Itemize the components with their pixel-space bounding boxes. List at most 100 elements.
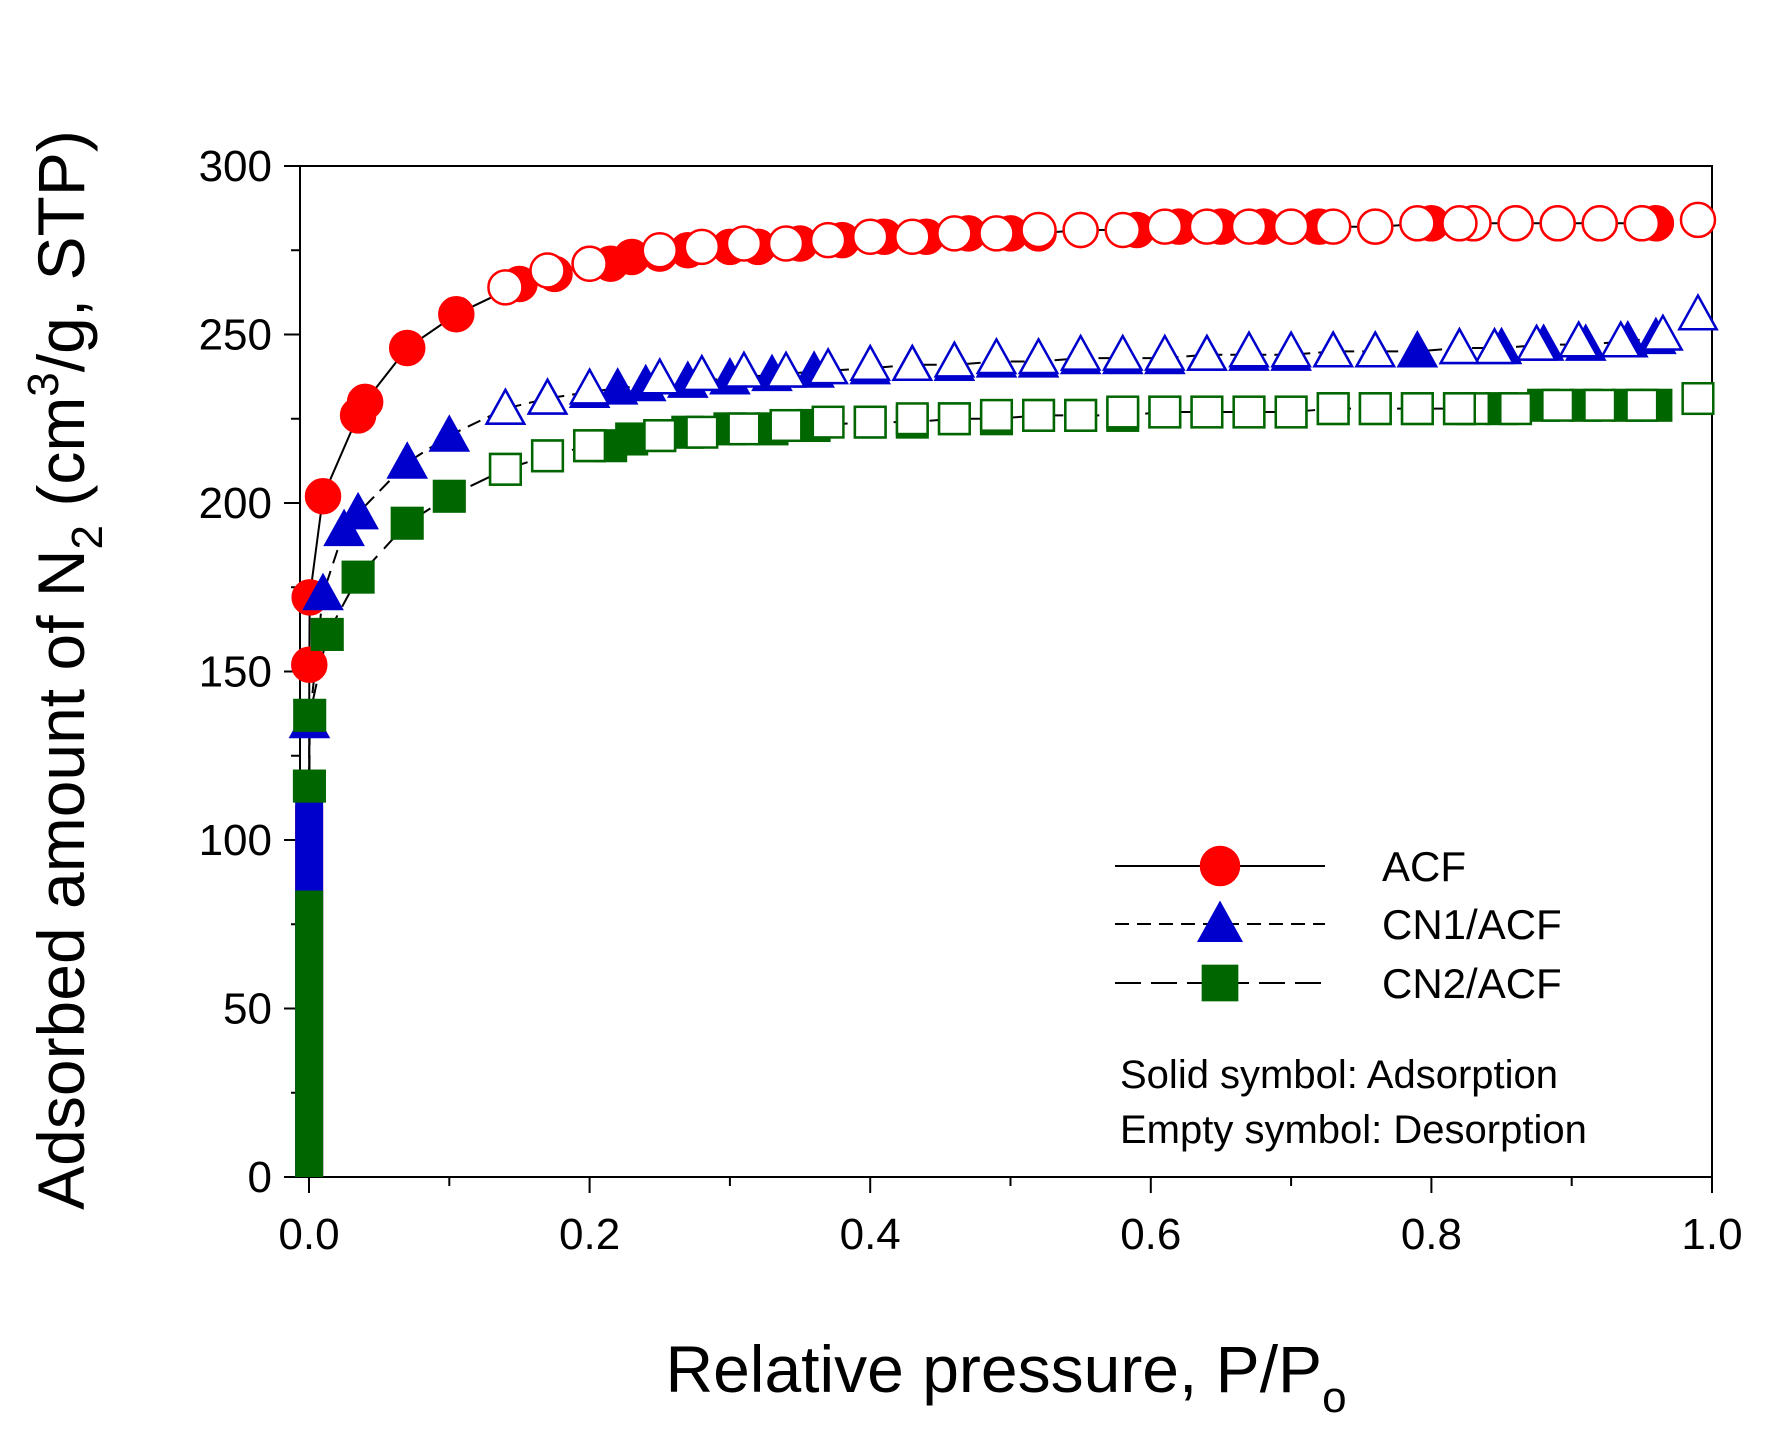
acf-desorption-point bbox=[1020, 211, 1057, 249]
cn1-acf-desorption-point bbox=[891, 343, 934, 382]
x-tick-label: 0.4 bbox=[840, 1210, 901, 1259]
acf-desorption-point bbox=[809, 221, 847, 259]
cn1-acf-desorption-point bbox=[526, 377, 569, 415]
cn2-acf-adsorption-point bbox=[292, 769, 326, 803]
cn2-acf-desorption-point bbox=[1274, 395, 1308, 429]
cn1-acf-desorption-point bbox=[1557, 319, 1600, 358]
y-tick-label: 200 bbox=[199, 479, 272, 528]
cn2-acf-desorption-point bbox=[1190, 395, 1224, 429]
cn1-acf-desorption-point bbox=[765, 350, 807, 388]
y-tick-label: 0 bbox=[248, 1153, 272, 1202]
cn2-acf-adsorption-point bbox=[432, 479, 466, 513]
acf-desorption-point bbox=[894, 218, 931, 256]
x-tick-label: 1.0 bbox=[1681, 1210, 1742, 1259]
cn1-acf-desorption-point bbox=[1438, 326, 1481, 365]
acf-desorption-point bbox=[767, 225, 805, 262]
cn2-acf-desorption-point bbox=[895, 402, 929, 436]
cn2-acf-desorption-point bbox=[1625, 388, 1659, 422]
acf-desorption-point bbox=[487, 269, 524, 306]
x-tick-label: 0.0 bbox=[278, 1210, 339, 1259]
acf-desorption-point bbox=[1679, 201, 1717, 239]
y-axis-label: Adsorbed amount of N2 (cm3/g, STP) bbox=[19, 130, 112, 1210]
cn1-acf-desorption-point bbox=[1642, 313, 1684, 351]
cn1-acf-adsorption-point bbox=[428, 414, 471, 452]
acf-desorption-point bbox=[978, 215, 1015, 252]
cn2-acf-adsorption-point bbox=[310, 617, 344, 651]
acf-desorption-point bbox=[936, 215, 973, 252]
cn2-acf-desorption-point bbox=[1148, 395, 1182, 429]
series-markers bbox=[288, 201, 1719, 1177]
cn2-acf-desorption-point bbox=[1499, 392, 1533, 426]
acf-adsorption-point bbox=[291, 646, 328, 684]
cn1-acf-desorption-point bbox=[1144, 333, 1186, 371]
cn1-acf-desorption-point bbox=[1017, 336, 1060, 375]
x-axis-ticks: 0.0 0.2 0.4 0.6 0.8 1.0 bbox=[278, 1177, 1743, 1259]
cn2-acf-low-pressure-markers bbox=[295, 890, 324, 1177]
legend-marker-acf bbox=[1199, 845, 1241, 887]
cn2-acf-desorption-point bbox=[1681, 381, 1715, 416]
y-tick-label: 250 bbox=[199, 311, 272, 360]
cn1-acf-desorption-point bbox=[1515, 323, 1558, 361]
acf-desorption-point bbox=[1146, 208, 1184, 245]
acf-adsorption-point bbox=[388, 329, 426, 367]
x-axis-label: Relative pressure, P/Po bbox=[665, 1332, 1346, 1422]
cn2-acf-desorption-point bbox=[685, 415, 719, 449]
acf-desorption-point bbox=[571, 245, 608, 282]
acf-desorption-point bbox=[641, 232, 678, 269]
acf-desorption-point bbox=[683, 228, 721, 266]
cn1-acf-desorption-point bbox=[807, 346, 849, 385]
legend-marker-cn2-acf bbox=[1201, 964, 1239, 1002]
symbol-note: Solid symbol: Adsorption Empty symbol: D… bbox=[1120, 1053, 1587, 1152]
cn1-acf-desorption-point bbox=[484, 387, 527, 425]
cn2-acf-desorption-point bbox=[937, 402, 971, 436]
cn1-acf-desorption-point bbox=[1473, 326, 1516, 365]
plot-frame bbox=[299, 165, 1713, 1178]
note-adsorption: Solid symbol: Adsorption bbox=[1120, 1053, 1558, 1097]
cn1-acf-desorption-point bbox=[568, 367, 611, 405]
cn2-acf-desorption-point bbox=[1064, 398, 1098, 432]
cn1-acf-desorption-point bbox=[638, 357, 681, 395]
acf-desorption-point bbox=[851, 218, 889, 256]
acf-desorption-point bbox=[1314, 208, 1352, 245]
legend-marker-cn1-acf bbox=[1196, 900, 1244, 942]
cn1-acf-desorption-point bbox=[933, 340, 976, 378]
y-tick-label: 100 bbox=[199, 816, 272, 865]
cn1-acf-desorption-point bbox=[681, 353, 723, 392]
cn2-acf-desorption-point bbox=[1541, 388, 1575, 422]
y-tick-label: 50 bbox=[223, 985, 272, 1034]
cn2-acf-desorption-point bbox=[727, 412, 761, 446]
acf-adsorption-point bbox=[304, 478, 342, 515]
cn2-acf-desorption-point bbox=[643, 419, 677, 453]
plot-area bbox=[299, 165, 1713, 1178]
cn1-acf-desorption-point bbox=[1186, 333, 1228, 371]
cn1-acf-adsorption-point bbox=[1396, 330, 1439, 368]
cn1-acf-desorption-point bbox=[1101, 333, 1144, 371]
cn2-acf-adsorption-point bbox=[615, 422, 649, 456]
acf-desorption-point bbox=[1539, 205, 1576, 242]
y-tick-label: 150 bbox=[199, 648, 272, 697]
acf-desorption-point bbox=[1623, 205, 1661, 242]
cn1-acf-desorption-point bbox=[1059, 333, 1102, 371]
cn2-acf-desorption-point bbox=[979, 398, 1014, 432]
acf-desorption-point bbox=[1399, 205, 1436, 242]
x-tick-label: 0.2 bbox=[559, 1210, 620, 1259]
acf-desorption-point bbox=[1272, 208, 1310, 245]
cn2-acf-desorption-point bbox=[1316, 392, 1350, 426]
x-tick-label: 0.8 bbox=[1401, 1210, 1462, 1259]
legend-label-acf: ACF bbox=[1382, 843, 1466, 890]
cn2-acf-adsorption-point bbox=[293, 698, 327, 732]
cn2-acf-desorption-point bbox=[1106, 395, 1140, 429]
cn1-acf-adsorption-point bbox=[386, 441, 429, 479]
cn2-acf-desorption-point bbox=[769, 408, 803, 443]
cn1-acf-desorption-point bbox=[1599, 319, 1642, 358]
cn1-acf-desorption-point bbox=[1354, 330, 1397, 368]
acf-desorption-point bbox=[1357, 208, 1394, 245]
acf-desorption-point bbox=[1441, 205, 1478, 242]
cn2-acf-desorption-point bbox=[1022, 398, 1056, 432]
cn2-acf-desorption-point bbox=[1232, 395, 1266, 429]
cn1-acf-desorption-point bbox=[1677, 293, 1719, 331]
cn2-acf-desorption-point bbox=[853, 405, 887, 439]
acf-adsorption-point bbox=[346, 383, 384, 421]
legend-label-cn1-acf: CN1/ACF bbox=[1382, 901, 1562, 948]
